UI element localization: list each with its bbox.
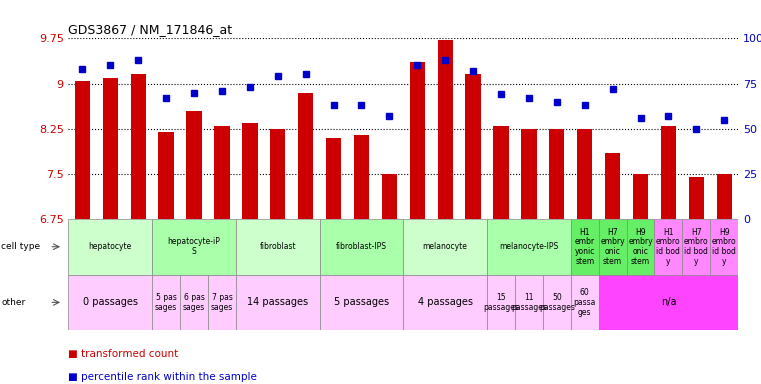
- Text: hepatocyte: hepatocyte: [89, 242, 132, 251]
- Bar: [571, 275, 599, 330]
- Bar: [599, 219, 626, 275]
- Bar: [298, 93, 314, 219]
- Bar: [661, 126, 676, 219]
- Bar: [158, 132, 174, 219]
- Text: cell type: cell type: [2, 242, 40, 251]
- Text: 0 passages: 0 passages: [83, 297, 138, 308]
- Bar: [549, 129, 565, 219]
- Text: ■ percentile rank within the sample: ■ percentile rank within the sample: [68, 372, 257, 382]
- Bar: [493, 126, 508, 219]
- Text: n/a: n/a: [661, 297, 677, 308]
- Bar: [438, 40, 453, 219]
- Bar: [626, 219, 654, 275]
- Bar: [710, 219, 738, 275]
- Bar: [409, 63, 425, 219]
- Text: fibroblast-IPS: fibroblast-IPS: [336, 242, 387, 251]
- Text: hepatocyte-iP
S: hepatocyte-iP S: [167, 237, 221, 256]
- Bar: [521, 129, 537, 219]
- Bar: [487, 275, 515, 330]
- Bar: [152, 219, 236, 275]
- Bar: [403, 219, 487, 275]
- Bar: [270, 129, 285, 219]
- Text: 50
passages: 50 passages: [539, 293, 575, 312]
- Bar: [152, 275, 180, 330]
- Text: H7
embry
onic
stem: H7 embry onic stem: [600, 228, 625, 266]
- Text: H9
embry
onic
stem: H9 embry onic stem: [628, 228, 653, 266]
- Bar: [242, 122, 257, 219]
- Bar: [717, 174, 732, 219]
- Text: H7
embro
id bod
y: H7 embro id bod y: [684, 228, 708, 266]
- Text: 5 passages: 5 passages: [334, 297, 389, 308]
- Bar: [633, 174, 648, 219]
- Bar: [320, 275, 403, 330]
- Text: 5 pas
sages: 5 pas sages: [155, 293, 177, 312]
- Bar: [236, 275, 320, 330]
- Bar: [208, 275, 236, 330]
- Bar: [599, 275, 738, 330]
- Text: melanocyte: melanocyte: [423, 242, 467, 251]
- Bar: [466, 74, 481, 219]
- Text: 4 passages: 4 passages: [418, 297, 473, 308]
- Bar: [131, 74, 146, 219]
- Bar: [403, 275, 487, 330]
- Bar: [605, 153, 620, 219]
- Bar: [103, 78, 118, 219]
- Text: 11
passages: 11 passages: [511, 293, 547, 312]
- Text: 14 passages: 14 passages: [247, 297, 308, 308]
- Bar: [68, 275, 152, 330]
- Bar: [683, 219, 710, 275]
- Bar: [689, 177, 704, 219]
- Bar: [326, 138, 341, 219]
- Text: 6 pas
sages: 6 pas sages: [183, 293, 205, 312]
- Text: ■ transformed count: ■ transformed count: [68, 349, 179, 359]
- Bar: [186, 111, 202, 219]
- Bar: [354, 135, 369, 219]
- Bar: [68, 219, 152, 275]
- Text: H1
embr
yonic
stem: H1 embr yonic stem: [575, 228, 595, 266]
- Text: 60
passa
ges: 60 passa ges: [574, 288, 596, 316]
- Bar: [654, 219, 683, 275]
- Bar: [75, 81, 90, 219]
- Bar: [515, 275, 543, 330]
- Text: other: other: [2, 298, 26, 307]
- Text: GDS3867 / NM_171846_at: GDS3867 / NM_171846_at: [68, 23, 233, 36]
- Text: melanocyte-IPS: melanocyte-IPS: [499, 242, 559, 251]
- Bar: [180, 275, 208, 330]
- Bar: [382, 174, 397, 219]
- Text: fibroblast: fibroblast: [260, 242, 296, 251]
- Bar: [543, 275, 571, 330]
- Text: 7 pas
sages: 7 pas sages: [211, 293, 233, 312]
- Bar: [577, 129, 592, 219]
- Text: H1
embro
id bod
y: H1 embro id bod y: [656, 228, 681, 266]
- Text: H9
embro
id bod
y: H9 embro id bod y: [712, 228, 737, 266]
- Bar: [320, 219, 403, 275]
- Bar: [487, 219, 571, 275]
- Bar: [236, 219, 320, 275]
- Text: 15
passages: 15 passages: [483, 293, 519, 312]
- Bar: [571, 219, 599, 275]
- Bar: [215, 126, 230, 219]
